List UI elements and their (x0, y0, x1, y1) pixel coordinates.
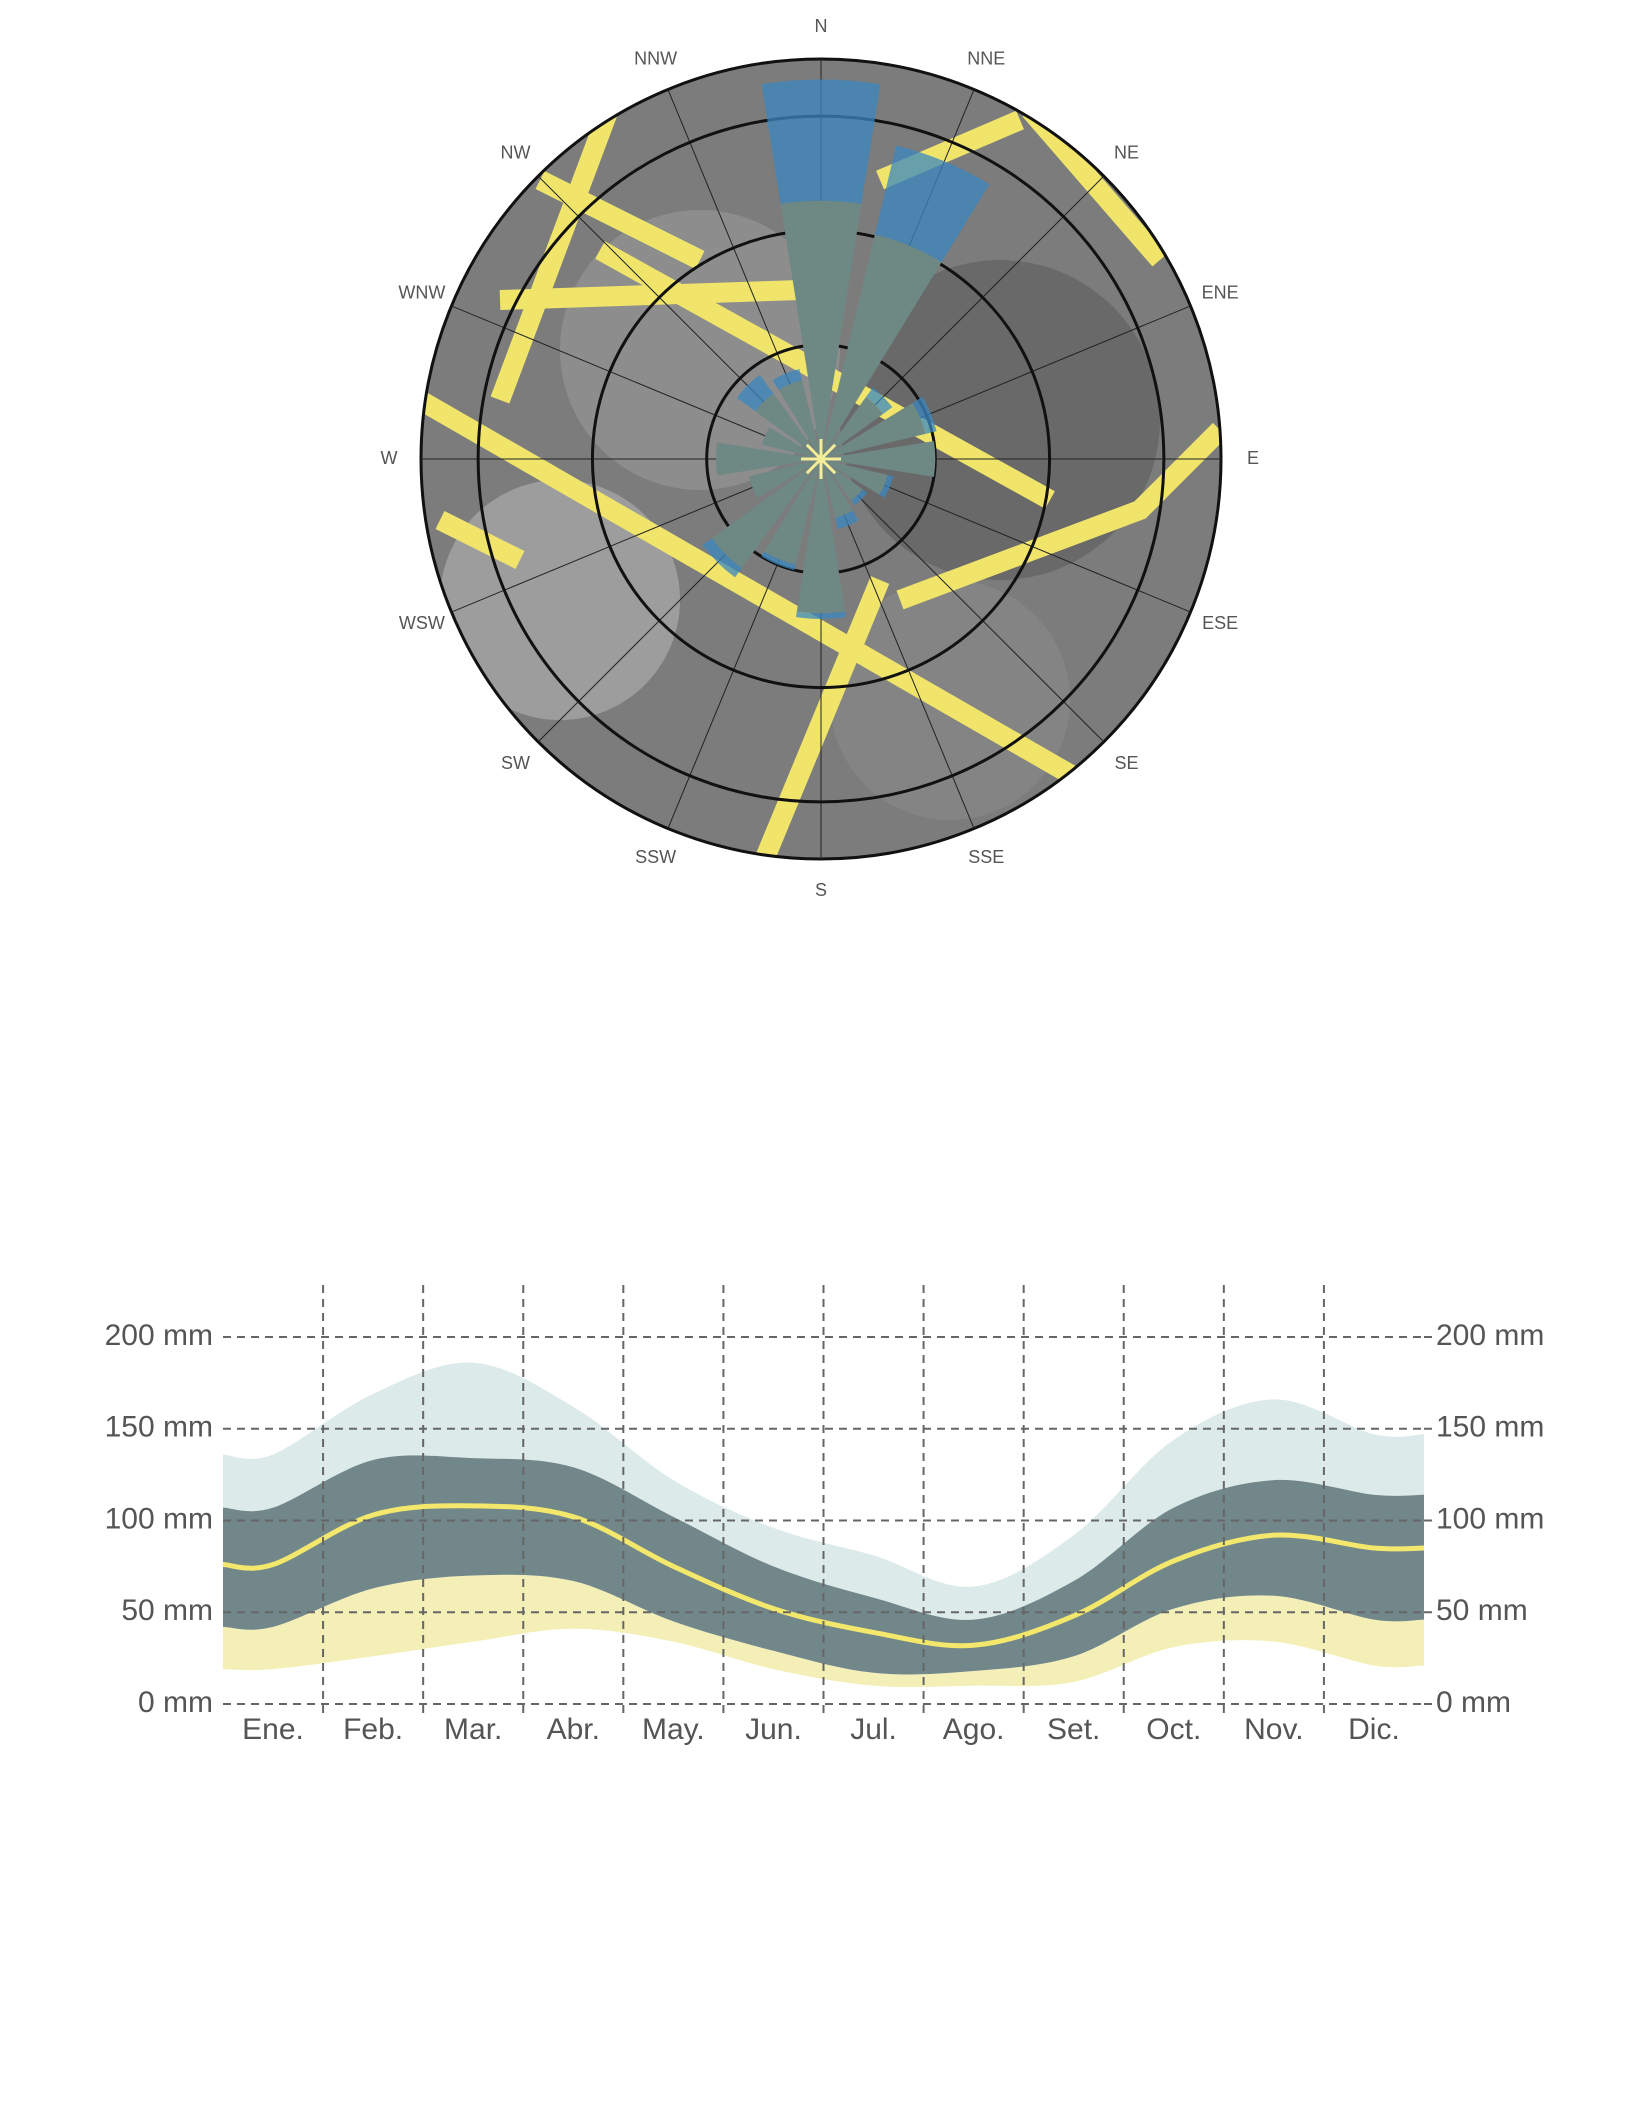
direction-label: SW (501, 753, 530, 773)
wind-bar (755, 393, 821, 459)
direction-label: WNW (398, 282, 445, 302)
wind-bar (748, 459, 821, 498)
wind-bar (764, 459, 821, 565)
x-tick-label: May. (642, 1713, 705, 1746)
wind-bar (736, 374, 774, 412)
center-star (805, 457, 823, 475)
y-tick-label: 200 mm (105, 1319, 213, 1352)
wind-bar (715, 442, 821, 476)
wind-bar (761, 551, 796, 571)
wind-bar (851, 489, 868, 506)
wind-bar (702, 538, 742, 578)
wind-bar (762, 427, 821, 459)
x-tick-label: Nov. (1244, 1713, 1303, 1746)
center-star (819, 443, 837, 461)
direction-label: SSW (635, 847, 676, 867)
direction-label: N (815, 16, 828, 36)
direction-label: NW (501, 142, 531, 162)
y2-tick-label: 100 mm (1436, 1502, 1544, 1535)
wind-bar (821, 402, 926, 459)
center-star (805, 443, 823, 461)
y2-tick-label: 200 mm (1436, 1319, 1544, 1352)
y2-tick-label: 50 mm (1436, 1594, 1528, 1627)
wind-bar (866, 387, 893, 414)
y-tick-label: 50 mm (121, 1594, 213, 1627)
precipitation-chart: 0 mm 50 mm 100 mm 150 mm 200 mm 0 mm 50 mm 100 … (105, 1285, 1544, 1746)
x-tick-label: Dic. (1348, 1713, 1400, 1746)
direction-label: SSE (968, 847, 1004, 867)
direction-label: SE (1114, 753, 1138, 773)
wind-bar (821, 397, 883, 459)
y2-tick-label: 0 mm (1436, 1686, 1511, 1719)
wind-bar (821, 234, 942, 459)
y-tick-label: 100 mm (105, 1502, 213, 1535)
wind-bar (761, 79, 881, 204)
y-tick-label: 150 mm (105, 1411, 213, 1444)
x-tick-label: Ene. (242, 1713, 304, 1746)
direction-label: ENE (1202, 282, 1239, 302)
direction-label: W (381, 448, 398, 468)
y-tick-label: 0 mm (138, 1686, 213, 1719)
x-tick-label: Mar. (444, 1713, 502, 1746)
direction-label: NNW (634, 49, 677, 69)
wind-bar (796, 459, 846, 614)
spoke (451, 305, 822, 460)
direction-label: E (1247, 448, 1259, 468)
wind-rose: N NNE NE ENE E ESE SE SSE S SSW SW WSW W WNW NW NNW (381, 16, 1260, 900)
y2-tick-label: 150 mm (1436, 1411, 1544, 1444)
direction-label: NNE (967, 49, 1005, 69)
wind-bar (874, 145, 990, 263)
band-area (223, 1574, 1424, 1688)
x-tick-label: Jun. (745, 1713, 802, 1746)
direction-label: NE (1114, 142, 1139, 162)
center-star (819, 457, 837, 475)
wind-bar (879, 475, 894, 498)
wind-bar (821, 441, 936, 477)
x-tick-label: Set. (1047, 1713, 1100, 1746)
wind-bar (711, 459, 821, 569)
direction-label: S (815, 880, 827, 900)
spoke (820, 458, 1105, 743)
x-tick-label: Abr. (547, 1713, 600, 1746)
wind-bar (772, 368, 803, 390)
wind-bar (795, 611, 847, 620)
wind-bar (821, 459, 888, 495)
wind-bar (778, 380, 821, 459)
wind-bar (821, 459, 853, 518)
wind-bar (835, 510, 859, 530)
direction-label: WSW (399, 613, 445, 633)
wind-bar (912, 396, 937, 434)
x-tick-label: Feb. (343, 1713, 403, 1746)
x-tick-label: Oct. (1146, 1713, 1201, 1746)
direction-label: ESE (1202, 613, 1238, 633)
x-tick-label: Jul. (850, 1713, 897, 1746)
x-tick-label: Ago. (943, 1713, 1005, 1746)
wind-bar (780, 200, 862, 459)
